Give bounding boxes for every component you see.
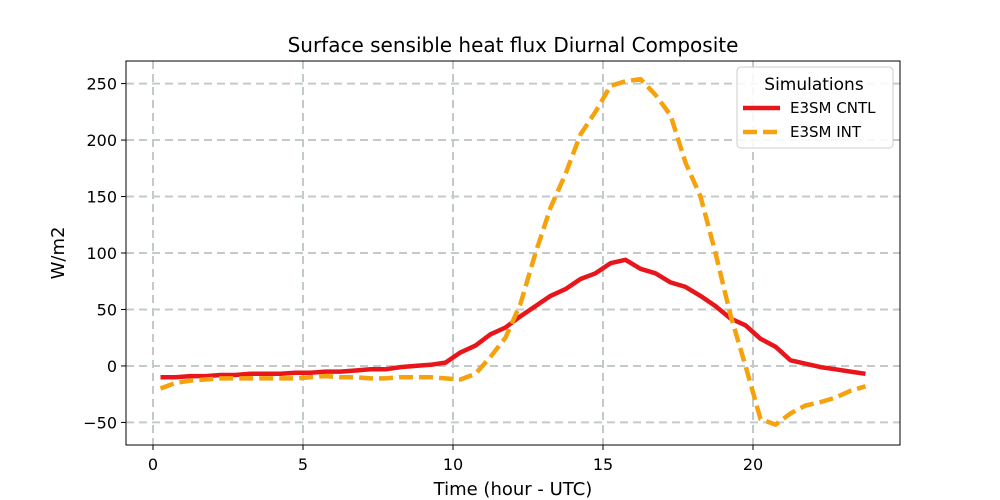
legend-title: Simulations: [764, 75, 864, 95]
x-tick-label: 0: [148, 455, 158, 474]
legend: Simulations E3SM CNTL E3SM INT: [736, 66, 894, 149]
series-layer: [159, 76, 867, 427]
legend-label-e3sm-int: E3SM INT: [790, 123, 862, 141]
y-tick-label: 100: [86, 244, 117, 263]
y-tick-label: 0: [107, 357, 117, 376]
y-axis-label: W/m2: [48, 227, 69, 280]
x-tick-label: 15: [593, 455, 613, 474]
series-line-e3sm-int: [159, 76, 867, 427]
legend-label-e3sm-cntl: E3SM CNTL: [790, 99, 876, 117]
y-tick-label: 250: [86, 75, 117, 94]
y-tick-label: 150: [86, 188, 117, 207]
x-axis-label: Time (hour - UTC): [433, 479, 593, 500]
y-tick-label: 50: [97, 300, 117, 319]
chart-title: Surface sensible heat flux Diurnal Compo…: [288, 33, 739, 57]
x-tick-label: 5: [298, 455, 308, 474]
ticks: 0 5 10 15 20 −50 0 50 100 150 200 250: [83, 75, 763, 474]
x-tick-label: 10: [443, 455, 463, 474]
legend-box: [736, 66, 894, 149]
y-tick-label: 200: [86, 131, 117, 150]
y-tick-label: −50: [83, 413, 117, 432]
x-tick-label: 20: [743, 455, 763, 474]
